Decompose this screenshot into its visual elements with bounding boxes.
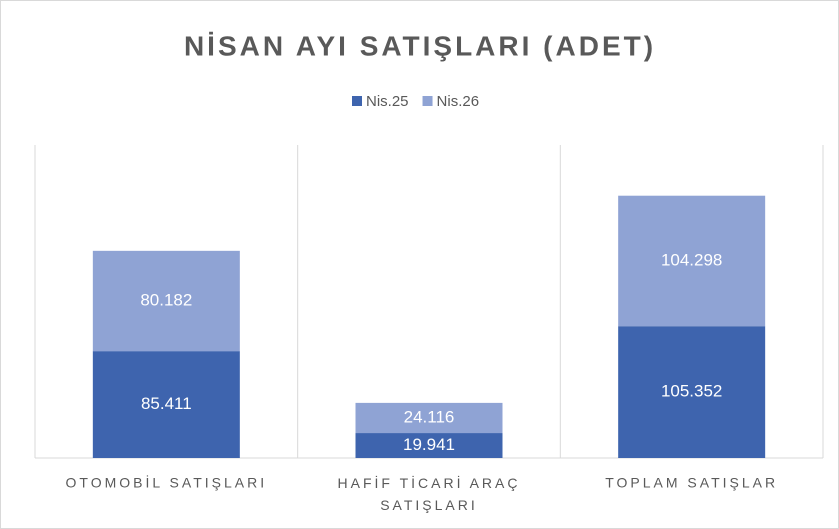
x-tick-label: HAFİF TİCARİ ARAÇ SATIŞLARI	[338, 474, 521, 513]
data-label: 105.352	[661, 382, 722, 401]
data-label: 24.116	[404, 407, 455, 426]
bar-segment	[618, 326, 766, 458]
bar-segment	[355, 433, 503, 458]
data-label: 104.298	[661, 250, 722, 269]
bar-segment	[92, 351, 240, 458]
legend-label: Nis.25	[366, 93, 409, 110]
data-label: 85.411	[141, 394, 192, 413]
bar-segment	[92, 250, 240, 352]
bar-segment	[355, 402, 503, 434]
legend-label: Nis.26	[437, 93, 480, 110]
legend-swatch	[422, 96, 433, 106]
x-tick-label: OTOMOBİL SATIŞLARI	[66, 474, 268, 491]
legend-swatch	[352, 96, 362, 106]
chart-title: NİSAN AYI SATIŞLARI (ADET)	[184, 30, 656, 61]
data-label: 19.941	[403, 435, 455, 454]
bar-segment	[618, 195, 766, 327]
x-tick-label: TOPLAM SATIŞLAR	[605, 475, 778, 491]
data-label: 80.182	[140, 290, 192, 309]
